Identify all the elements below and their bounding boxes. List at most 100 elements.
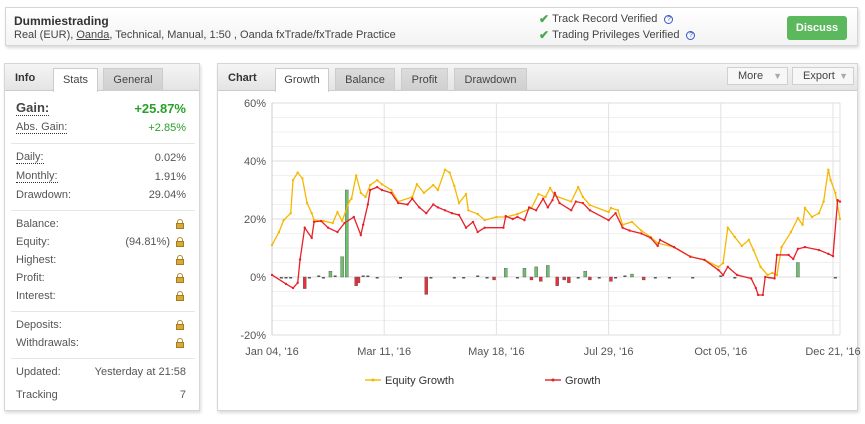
equity-growth-point — [771, 271, 774, 275]
profit-bar — [476, 275, 480, 277]
equity-growth-point — [548, 186, 552, 190]
lock-icon[interactable] — [176, 338, 184, 348]
gain-label: Gain: — [16, 100, 50, 116]
tab-general[interactable]: General — [103, 68, 163, 91]
growth-point — [366, 203, 370, 206]
lock-icon[interactable] — [176, 273, 184, 283]
equity-growth-point — [630, 220, 634, 224]
growth-point — [450, 212, 454, 215]
equity-growth-point — [415, 183, 419, 186]
equity-growth-point — [616, 209, 620, 212]
balance-label: Balance: — [16, 218, 59, 230]
equity-growth-point — [775, 273, 779, 277]
profit-bar — [452, 277, 456, 279]
profit-bar — [328, 271, 333, 278]
profit-bar — [719, 275, 723, 277]
x-tick-label: Jan 04, '16 — [245, 346, 298, 358]
broker-link[interactable]: Oanda — [76, 29, 110, 41]
growth-point — [726, 265, 730, 269]
growth-point — [511, 217, 514, 221]
lock-icon[interactable] — [176, 291, 184, 301]
profit-bar — [345, 189, 349, 278]
track-record-verified: ✔ Track Record Verified? — [539, 12, 674, 26]
growth-point — [792, 257, 795, 261]
equity-growth-point — [364, 195, 367, 199]
growth-point — [397, 201, 400, 205]
deposits-row: Deposits: — [16, 319, 186, 331]
equity-label: Equity: — [16, 236, 50, 248]
profit-bar — [289, 277, 293, 279]
lock-icon[interactable] — [176, 219, 184, 229]
equity-growth-point — [312, 218, 316, 222]
help-icon[interactable]: ? — [686, 30, 696, 40]
growth-point — [298, 258, 302, 261]
growth-point — [464, 226, 468, 229]
tab-balance[interactable]: Balance — [335, 68, 395, 91]
abs-gain-value: +2.85% — [148, 121, 186, 134]
equity-growth-point — [350, 197, 353, 200]
tracking-row: Tracking 7 — [16, 389, 186, 401]
growth-point — [457, 213, 461, 217]
lock-icon[interactable] — [176, 320, 184, 330]
balance-row: Balance: — [16, 218, 186, 230]
divider — [11, 311, 195, 312]
export-dropdown[interactable]: Export ▼ — [792, 67, 854, 85]
equity-growth-point — [780, 245, 783, 249]
growth-point — [359, 233, 363, 237]
equity-growth-point — [733, 235, 737, 239]
abs-gain-label: Abs. Gain: — [16, 121, 68, 134]
help-icon[interactable]: ? — [664, 14, 674, 24]
lock-icon[interactable] — [176, 237, 184, 247]
equity-growth-point — [340, 219, 344, 223]
equity-growth-point — [838, 217, 842, 221]
tab-growth[interactable]: Growth — [275, 68, 329, 92]
account-header: Dummiestrading Real (EUR), Oanda, Techni… — [5, 7, 858, 46]
tab-drawdown[interactable]: Drawdown — [454, 68, 527, 91]
growth-point — [516, 215, 519, 219]
equity-value: (94.81%) — [125, 236, 170, 248]
x-tick-label: May 18, '16 — [468, 346, 525, 358]
growth-point — [735, 273, 739, 277]
growth-point — [569, 209, 573, 212]
growth-point — [270, 273, 274, 277]
equity-growth-point — [827, 168, 830, 171]
profit-bar — [597, 277, 601, 279]
drawdown-label: Drawdown: — [16, 189, 72, 201]
equity-growth-point — [810, 215, 814, 219]
equity-growth-point — [796, 216, 800, 220]
profit-row: Profit: — [16, 272, 186, 284]
profit-bar — [555, 276, 559, 286]
equity-growth-point — [759, 265, 762, 269]
lock-icon[interactable] — [176, 255, 184, 265]
growth-point — [310, 236, 313, 240]
more-dropdown[interactable]: More ▼ — [727, 67, 788, 85]
equity-growth-point — [495, 215, 498, 219]
equity-growth-point — [537, 192, 540, 196]
growth-point — [787, 253, 790, 257]
growth-point — [754, 286, 758, 290]
equity-growth-point — [607, 210, 610, 214]
daily-row: Daily: 0.02% — [16, 151, 186, 164]
growth-point — [411, 197, 414, 200]
growth-point — [361, 223, 365, 226]
highest-label: Highest: — [16, 254, 57, 266]
discuss-button[interactable]: Discuss — [787, 16, 847, 40]
growth-point — [418, 206, 421, 209]
equity-growth-point — [422, 191, 426, 195]
account-details: Real (EUR), Oanda, Technical, Manual, 1:… — [14, 29, 396, 41]
equity-growth-point — [588, 203, 592, 207]
account-name: Dummiestrading — [14, 14, 109, 28]
tab-stats[interactable]: Stats — [53, 68, 98, 92]
equity-growth-point — [277, 230, 281, 234]
equity-growth-point — [817, 212, 821, 215]
growth-point — [574, 200, 578, 203]
equity-growth-point — [453, 184, 456, 188]
tab-profit[interactable]: Profit — [401, 68, 448, 91]
info-panel: Info Stats General Gain: +25.87% Abs. Gai… — [4, 63, 200, 411]
profit-bar — [321, 277, 325, 279]
growth-point — [656, 244, 659, 248]
profit-bar — [375, 277, 379, 279]
equity-growth-point — [721, 261, 725, 265]
growth-point — [443, 209, 447, 212]
daily-label: Daily: — [16, 151, 44, 164]
